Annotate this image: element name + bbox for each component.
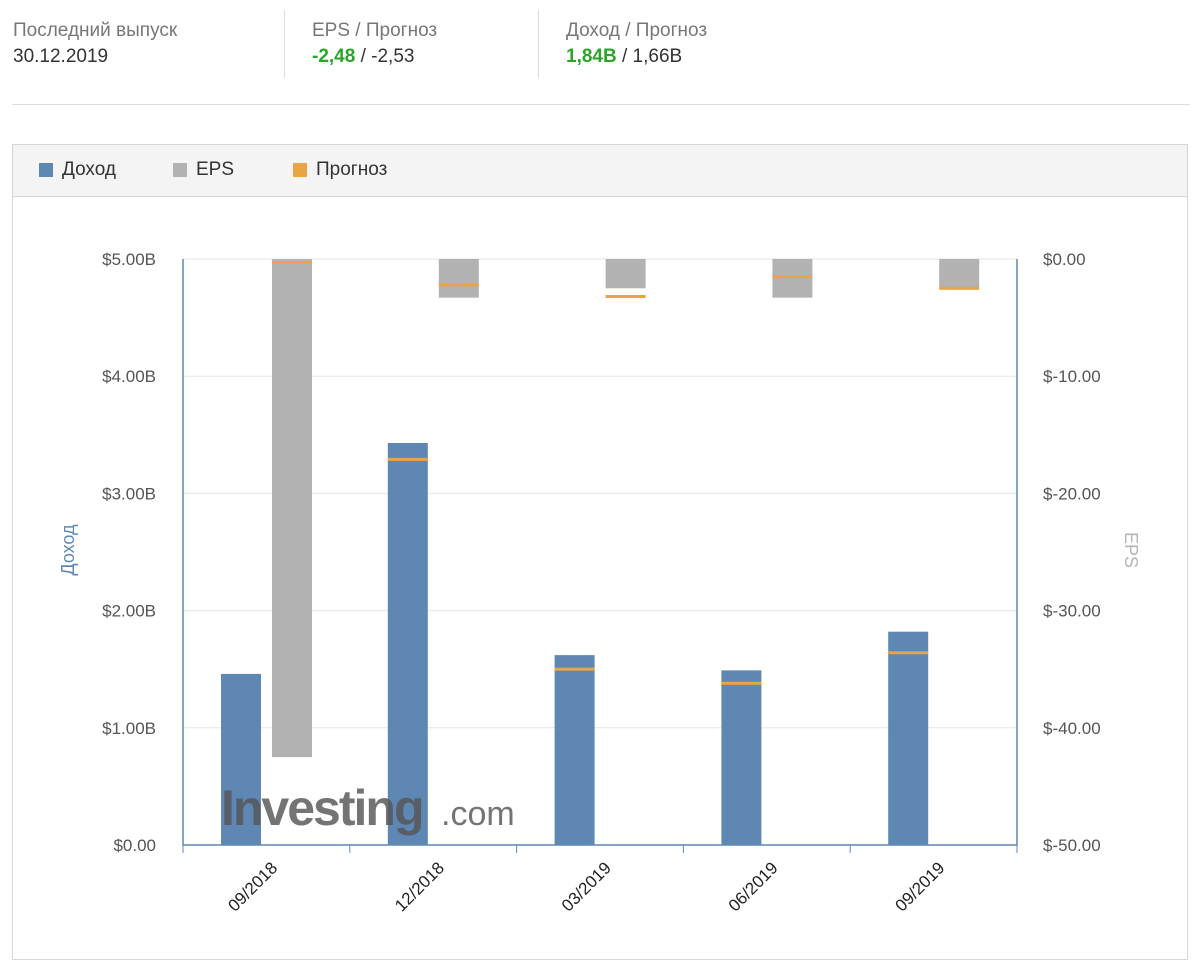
forecast-marks	[272, 261, 980, 685]
eps-bars	[272, 259, 980, 758]
left-tick-label: $4.00B	[102, 367, 156, 386]
x-tick-label: 06/2019	[725, 858, 782, 915]
revenue-separator: /	[616, 46, 633, 67]
legend-item-revenue[interactable]: Доход	[39, 159, 116, 181]
left-tick-label: $1.00B	[102, 719, 156, 738]
legend-swatch-revenue	[39, 163, 53, 177]
last-release-label: Последний выпуск	[13, 20, 178, 41]
header-bottom-divider	[12, 104, 1190, 105]
header-divider	[538, 10, 539, 78]
legend-item-eps[interactable]: EPS	[173, 159, 234, 181]
left-tick-label: $3.00B	[102, 484, 156, 503]
right-tick-label: $-20.00	[1043, 484, 1101, 503]
right-axis-title: EPS	[1121, 532, 1141, 568]
watermark-suffix: .com	[441, 795, 515, 833]
right-tick-label: $-30.00	[1043, 602, 1101, 621]
header-divider	[284, 10, 285, 78]
left-tick-label: $2.00B	[102, 602, 156, 621]
last-release-stat: Последний выпуск 30.12.2019	[13, 20, 177, 70]
eps-bar	[438, 259, 479, 298]
right-tick-label: $0.00	[1043, 250, 1086, 269]
right-tick-label: $-50.00	[1043, 836, 1101, 855]
eps-forecast: -2,53	[371, 46, 415, 67]
chart-legend: Доход EPS Прогноз	[13, 145, 1187, 197]
legend-label-revenue: Доход	[62, 159, 116, 180]
right-axis-tick-labels: $0.00 $-10.00 $-20.00 $-30.00 $-40.00 $-50.00	[1043, 250, 1101, 855]
legend-item-forecast[interactable]: Прогноз	[293, 159, 387, 181]
left-axis-tick-labels: $0.00 $1.00B $2.00B $3.00B $4.00B $5.00B	[102, 250, 156, 855]
right-tick-label: $-40.00	[1043, 719, 1101, 738]
right-tick-label: $-10.00	[1043, 367, 1101, 386]
eps-forecast-mark	[772, 275, 813, 279]
eps-bar	[272, 259, 312, 758]
left-axis-title: Доход	[58, 524, 78, 576]
eps-separator: /	[355, 46, 372, 67]
revenue-stat: Доход / Прогноз 1,84B / 1,66B	[566, 20, 707, 70]
eps-forecast-mark	[939, 286, 980, 290]
legend-swatch-forecast	[293, 163, 307, 177]
eps-stat: EPS / Прогноз -2,48 / -2,53	[312, 20, 437, 70]
eps-bar	[605, 259, 646, 289]
revenue-bars	[221, 443, 929, 845]
x-tick-label: 09/2019	[892, 858, 949, 915]
legend-label-forecast: Прогноз	[316, 159, 388, 180]
revenue-bar	[387, 443, 428, 845]
eps-bar	[772, 259, 813, 298]
revenue-forecast-mark	[888, 651, 929, 655]
revenue-forecast: 1,66B	[632, 46, 683, 67]
revenue-value: 1,84B / 1,66B	[566, 44, 707, 70]
earnings-chart-panel: Доход EPS Прогноз Investing .com $0.00 $1…	[12, 144, 1188, 960]
eps-forecast-mark	[438, 283, 479, 287]
chart-axes	[182, 259, 1018, 853]
left-tick-label: $5.00B	[102, 250, 156, 269]
revenue-forecast-mark	[721, 681, 762, 685]
revenue-forecast-mark	[387, 457, 428, 461]
revenue-forecast-mark	[554, 667, 595, 671]
investing-watermark: Investing .com	[221, 780, 515, 836]
revenue-bar	[888, 631, 929, 845]
x-tick-label: 03/2019	[558, 858, 615, 915]
x-tick-label: 09/2018	[224, 858, 281, 915]
eps-forecast-mark	[605, 295, 646, 299]
revenue-bar	[554, 655, 595, 845]
eps-label: EPS / Прогноз	[312, 20, 438, 41]
earnings-chart: Investing .com $0.00 $1.00B $2.00B $3.00B $4…	[58, 250, 1141, 915]
earnings-header: Последний выпуск 30.12.2019 EPS / Прогно…	[0, 0, 1200, 105]
watermark-brand: Investing	[221, 780, 422, 836]
revenue-bar	[221, 673, 261, 845]
x-axis-tick-labels: 09/2018 12/2018 03/2019 06/2019 09/2019	[224, 858, 948, 915]
legend-label-eps: EPS	[196, 159, 235, 180]
revenue-actual: 1,84B	[566, 46, 617, 67]
revenue-label: Доход / Прогноз	[566, 20, 708, 41]
eps-bar	[939, 259, 980, 289]
eps-value: -2,48 / -2,53	[312, 44, 437, 70]
revenue-bar	[721, 670, 762, 845]
last-release-value: 30.12.2019	[13, 46, 109, 67]
left-tick-label: $0.00	[113, 836, 156, 855]
legend-swatch-eps	[173, 163, 187, 177]
eps-actual: -2,48	[312, 46, 356, 67]
eps-forecast-mark	[272, 261, 312, 265]
x-tick-label: 12/2018	[391, 858, 448, 915]
